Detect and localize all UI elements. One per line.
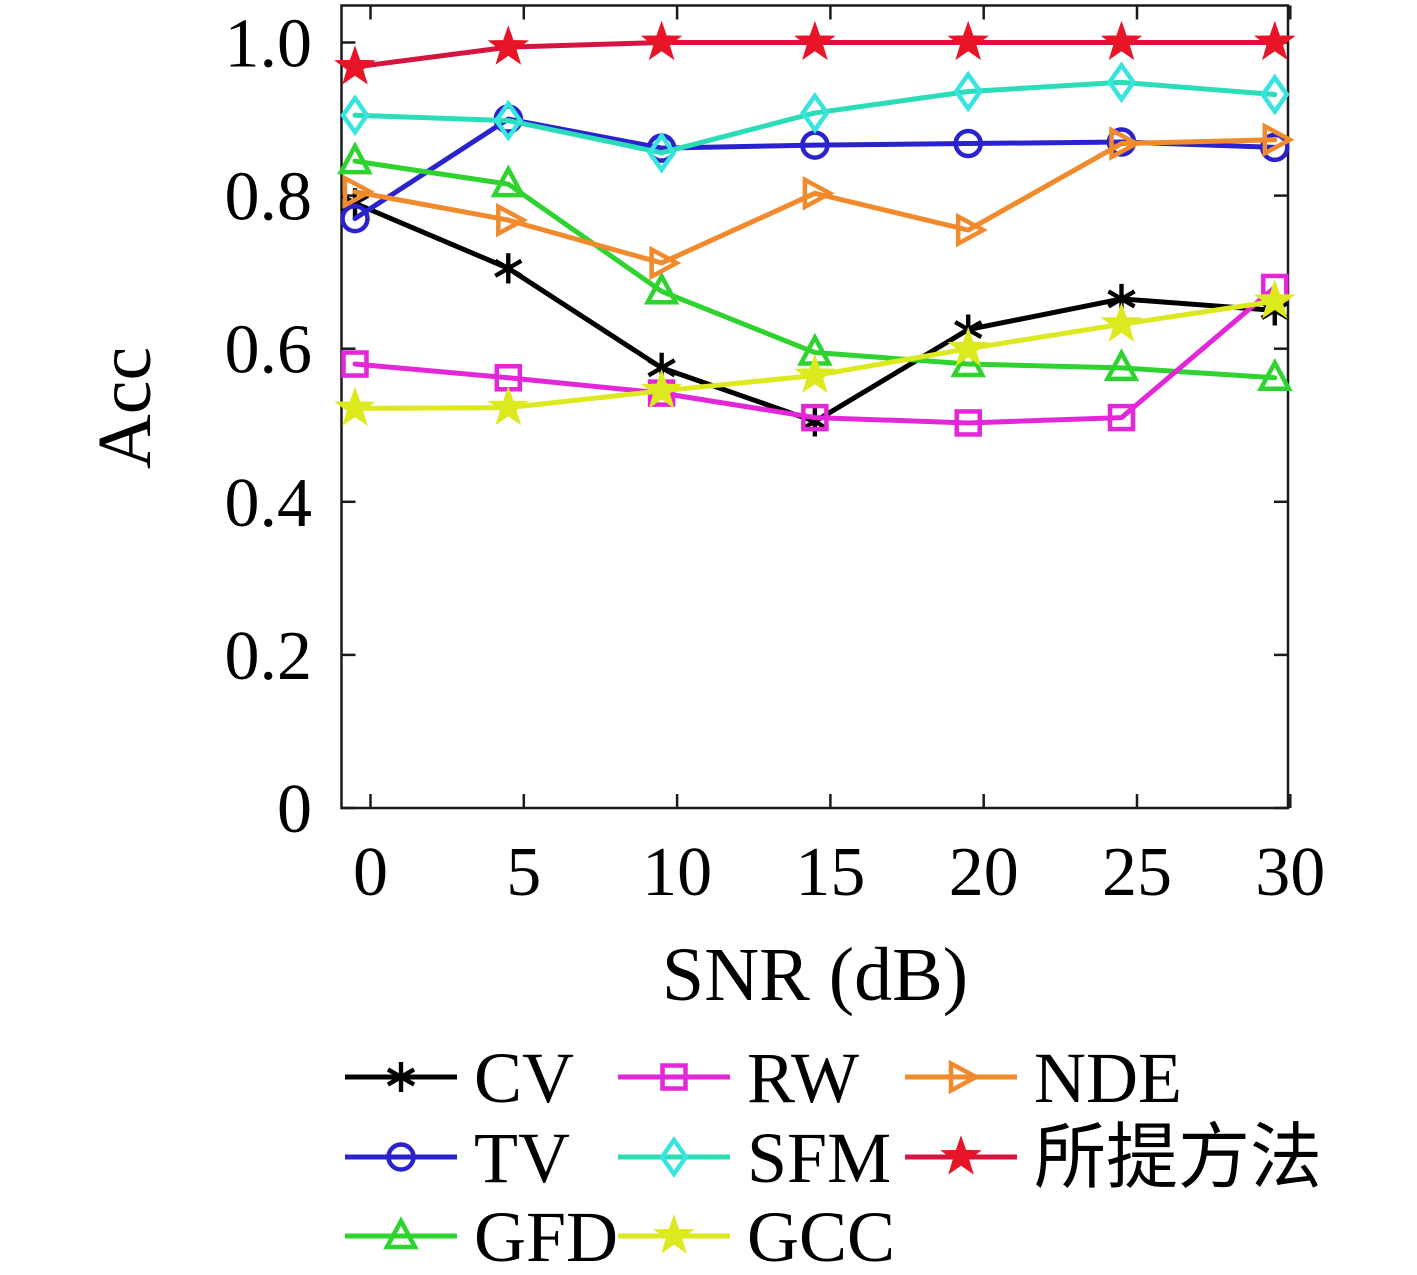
marker-TV-snr0: [340, 203, 370, 234]
series-GFD: [337, 141, 1293, 392]
x-tick-label-15: 15: [795, 834, 865, 911]
series-line-SFM: [352, 79, 1278, 156]
legend-item-所提方法: 所提方法: [905, 1118, 1322, 1198]
marker-CV-snr5: [494, 253, 523, 284]
marker-所提方法-snr30: [1254, 20, 1296, 61]
series-line-CV: [352, 200, 1278, 424]
marker-所提方法-snr20: [947, 20, 989, 61]
marker-RW-snr0: [341, 350, 369, 378]
y-tick-label-0: 0: [277, 771, 312, 848]
marker-所提方法-snr10: [640, 20, 683, 61]
marker-所提方法-snr0: [334, 45, 376, 85]
series-SFM: [340, 61, 1290, 174]
x-tick-label-30: 30: [1255, 834, 1325, 911]
marker-GCC-snr15: [794, 353, 836, 394]
marker-GCC-snr30: [1254, 279, 1296, 319]
marker-GCC-snr10: [640, 368, 683, 409]
marker-SFM-snr25: [1106, 61, 1137, 104]
series-RW: [341, 273, 1289, 437]
marker-RW-snr25: [1107, 403, 1136, 432]
marker-SFM-snr5: [493, 99, 524, 142]
legend-label-NDE: NDE: [1034, 1038, 1182, 1118]
legend-marker-RW: [660, 1063, 688, 1091]
marker-NDE-snr0: [342, 174, 375, 210]
x-tick-label-5: 5: [506, 834, 541, 911]
marker-所提方法-snr5: [487, 25, 530, 65]
marker-所提方法-snr25: [1100, 20, 1143, 61]
legend-item-GCC: GCC: [618, 1197, 895, 1275]
legend-marker-CV: [386, 1062, 416, 1092]
marker-GFD-snr10: [643, 271, 680, 305]
legend-item-TV: TV: [345, 1118, 570, 1198]
marker-SFM-snr0: [340, 94, 370, 137]
series-line-GFD: [352, 158, 1278, 381]
marker-TV-snr20: [953, 128, 983, 159]
legend: CV RW NDE TV SFM 所提方法 GFD GCC: [345, 1038, 1322, 1275]
marker-GFD-snr5: [490, 164, 527, 198]
legend-label-CV: CV: [474, 1038, 574, 1118]
marker-NDE-snr15: [802, 176, 835, 211]
x-tick-label-0: 0: [353, 834, 388, 911]
marker-GCC-snr0: [334, 386, 376, 427]
y-tick-label-0.8: 0.8: [225, 159, 313, 236]
marker-GCC-snr20: [947, 326, 989, 367]
legend-item-NDE: NDE: [905, 1038, 1182, 1118]
legend-marker-GCC: [653, 1214, 695, 1254]
x-tick-label-10: 10: [642, 834, 712, 911]
marker-TV-snr30: [1260, 132, 1290, 163]
legend-marker-GFD: [383, 1216, 419, 1250]
axis-ticks: [341, 5, 1292, 810]
series-NDE: [342, 122, 1295, 281]
marker-CV-snr15: [800, 406, 829, 437]
y-tick-label-0.4: 0.4: [225, 465, 313, 542]
marker-SFM-snr30: [1260, 73, 1290, 116]
legend-label-TV: TV: [474, 1118, 570, 1198]
series-TV: [340, 104, 1290, 234]
y-axis-title: Acc: [83, 347, 167, 469]
marker-NDE-snr10: [649, 245, 682, 281]
y-tick-label-0.2: 0.2: [225, 618, 313, 695]
y-tick-label-1.0: 1.0: [225, 6, 313, 83]
x-tick-label-20: 20: [949, 834, 1019, 911]
legend-item-SFM: SFM: [618, 1118, 891, 1198]
legend-marker-TV: [386, 1142, 416, 1172]
marker-NDE-snr20: [955, 212, 988, 248]
legend-marker-NDE: [948, 1059, 981, 1095]
series-line-RW: [352, 284, 1278, 426]
marker-GCC-snr5: [487, 385, 530, 426]
series-line-NDE: [352, 137, 1278, 266]
marker-CV-snr25: [1107, 283, 1136, 314]
marker-RW-snr15: [801, 403, 829, 432]
legend-label-SFM: SFM: [747, 1118, 891, 1198]
marker-SFM-snr15: [800, 92, 830, 134]
marker-NDE-snr25: [1109, 126, 1142, 161]
legend-label-GCC: GCC: [747, 1197, 895, 1275]
legend-item-GFD: GFD: [345, 1197, 618, 1275]
marker-SFM-snr20: [953, 70, 983, 113]
y-tick-label-0.6: 0.6: [225, 312, 313, 389]
marker-NDE-snr30: [1262, 122, 1295, 157]
marker-NDE-snr5: [496, 202, 529, 238]
marker-所提方法-snr15: [794, 20, 836, 61]
marker-RW-snr20: [954, 409, 982, 437]
x-axis-title: SNR (dB): [662, 933, 968, 1017]
legend-label-RW: RW: [747, 1038, 859, 1118]
legend-marker-所提方法: [940, 1135, 982, 1175]
legend-item-RW: RW: [618, 1038, 859, 1118]
legend-label-所提方法: 所提方法: [1034, 1118, 1322, 1198]
legend-label-GFD: GFD: [474, 1197, 618, 1275]
series-所提方法: [334, 20, 1296, 85]
legend-item-CV: CV: [345, 1038, 574, 1118]
marker-SFM-snr10: [646, 131, 677, 174]
series-GCC: [334, 279, 1296, 427]
marker-GFD-snr0: [337, 141, 373, 175]
legend-marker-SFM: [659, 1136, 689, 1178]
marker-GFD-snr25: [1103, 348, 1140, 382]
x-tick-label-25: 25: [1102, 834, 1172, 911]
marker-GCC-snr25: [1100, 302, 1143, 342]
marker-GFD-snr30: [1257, 358, 1293, 392]
